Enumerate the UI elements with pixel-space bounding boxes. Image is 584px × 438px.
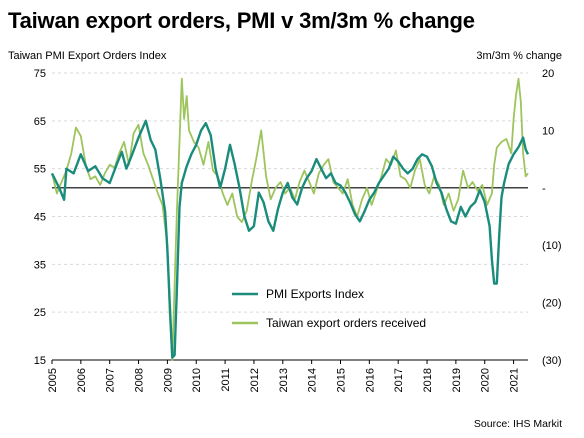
series-line-pmi [50,119,530,359]
left-tick-label: 25 [34,307,46,319]
x-tick-label: 2012 [249,368,261,392]
left-tick-label: 35 [34,259,46,271]
legend-label: Taiwan export orders received [266,316,426,330]
right-tick-label: (20) [542,298,562,310]
left-tick-label: 55 [34,164,46,176]
right-tick-label: - [542,183,546,195]
x-tick-label: 2011 [220,368,232,392]
x-tick-label: 2006 [76,368,88,392]
x-tick-label: 2015 [335,368,347,392]
chart-title: Taiwan export orders, PMI v 3m/3m % chan… [8,8,475,33]
x-tick-label: 2018 [422,368,434,392]
x-tick-label: 2010 [191,368,203,392]
x-tick-label: 2007 [105,368,117,392]
x-tick-label: 2005 [47,368,59,392]
source-note: Source: IHS Markit [473,418,562,430]
right-tick-label: 20 [542,68,554,80]
x-tick-label: 2014 [307,368,319,392]
right-tick-label: 10 [542,125,554,137]
x-tick-label: 2009 [162,368,174,392]
x-tick-label: 2016 [364,368,376,392]
left-tick-label: 75 [34,68,46,80]
left-tick-label: 45 [34,212,46,224]
x-tick-label: 2021 [509,368,521,392]
legend-label: PMI Exports Index [266,287,364,301]
left-tick-label: 15 [34,355,46,367]
x-tick-label: 2017 [393,368,405,392]
right-tick-label: (10) [542,240,562,252]
left-tick-label: 65 [34,116,46,128]
x-tick-label: 2020 [480,368,492,392]
left-axis-title: Taiwan PMI Export Orders Index [8,50,167,62]
right-axis-title: 3m/3m % change [476,50,562,62]
x-tick-label: 2008 [134,368,146,392]
x-tick-label: 2013 [278,368,290,392]
right-tick-label: (30) [542,355,562,367]
x-tick-label: 2019 [451,368,463,392]
